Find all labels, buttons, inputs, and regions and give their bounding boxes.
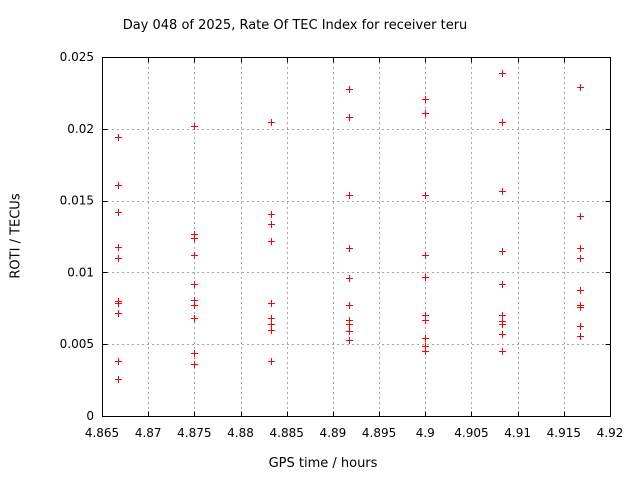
x-tick-label: 4.9 xyxy=(416,426,435,440)
y-tick-label: 0.005 xyxy=(60,337,94,351)
x-tick-label: 4.89 xyxy=(320,426,347,440)
y-tick-label: 0.015 xyxy=(60,194,94,208)
x-tick-label: 4.92 xyxy=(597,426,624,440)
x-tick-label: 4.915 xyxy=(547,426,581,440)
x-tick-label: 4.87 xyxy=(135,426,162,440)
chart-title: Day 048 of 2025, Rate Of TEC Index for r… xyxy=(122,18,468,33)
y-tick-label: 0 xyxy=(86,409,94,423)
x-tick-label: 4.91 xyxy=(504,426,531,440)
y-tick-label: 0.02 xyxy=(67,122,94,136)
x-tick-label: 4.875 xyxy=(177,426,211,440)
x-axis-label: GPS time / hours xyxy=(268,456,378,471)
x-tick-label: 4.905 xyxy=(454,426,488,440)
x-tick-label: 4.885 xyxy=(270,426,304,440)
x-tick-label: 4.865 xyxy=(85,426,119,440)
y-tick-label: 0.01 xyxy=(67,265,94,279)
plot-border xyxy=(102,57,611,417)
y-tick-label: 0.025 xyxy=(60,50,94,64)
x-tick-label: 4.88 xyxy=(227,426,254,440)
x-tick-label: 4.895 xyxy=(362,426,396,440)
